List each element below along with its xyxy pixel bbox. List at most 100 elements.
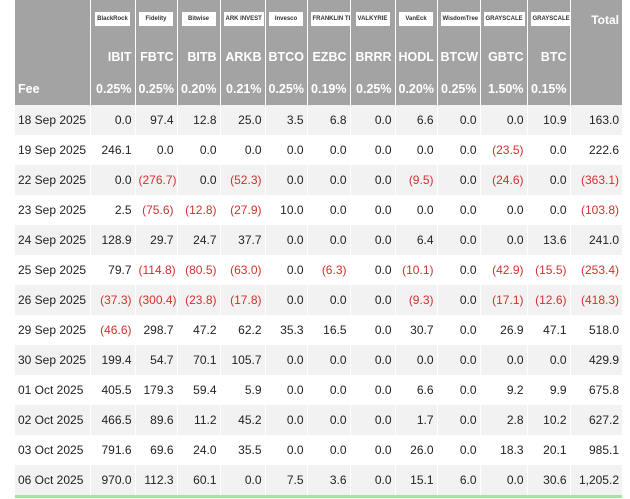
flow-value: (23.8) bbox=[176, 285, 220, 315]
flow-value: 30.7 bbox=[394, 315, 437, 345]
flow-value: 199.4 bbox=[89, 345, 135, 375]
date: 18 Sep 2025 bbox=[15, 105, 90, 135]
date: 01 Oct 2025 bbox=[18, 383, 84, 397]
fee: 0.25% bbox=[264, 73, 307, 105]
flow-value: 18.3 bbox=[479, 435, 527, 465]
total-flow: 163.0 bbox=[569, 105, 622, 135]
total-flow: (363.1) bbox=[569, 165, 622, 195]
flow-value: (37.3) bbox=[89, 285, 135, 315]
flow-value: 0.0 bbox=[264, 135, 307, 165]
data-row: 02 Oct 2025 466.5 89.6 11.2 45.2 0.0 0.0 0.0 1.7… bbox=[15, 405, 622, 435]
flow-value: 0.0 bbox=[436, 405, 480, 435]
flow-value: 0.0 bbox=[436, 165, 480, 195]
flow-value: 45.2 bbox=[219, 405, 265, 435]
ticker: EZBC bbox=[306, 40, 350, 73]
total-flow: 627.2 bbox=[569, 405, 622, 435]
fund-logo: BlackRock bbox=[95, 11, 130, 26]
data-row: 19 Sep 2025 246.1 0.0 0.0 0.0 0.0 0.0 0.0 0.0 0.0… bbox=[15, 135, 622, 165]
flow-value: 0.0 bbox=[526, 135, 570, 165]
flow-value: 0.0 bbox=[436, 435, 480, 465]
flow-value: 0.0 bbox=[436, 285, 480, 315]
data-row: 25 Sep 2025 79.7 (114.8) (80.5) (63.0) 0.0 (6.… bbox=[15, 255, 622, 285]
flow-value: 5.9 bbox=[219, 375, 265, 405]
fund-logo: GRAYSCALE bbox=[530, 11, 570, 26]
flow-value: 0.0 bbox=[526, 195, 570, 225]
total-flow: 222.6 bbox=[569, 135, 622, 165]
flow-value: 0.0 bbox=[349, 105, 395, 135]
date: 22 Sep 2025 bbox=[15, 165, 90, 195]
total-flow: (418.3) bbox=[569, 285, 622, 315]
flow-value: 0.0 bbox=[349, 405, 395, 435]
flow-value: (24.6) bbox=[479, 165, 527, 195]
logo-cell: VALKYRIE bbox=[349, 0, 395, 40]
flow-value: (17.8) bbox=[219, 285, 265, 315]
flow-value: (46.6) bbox=[89, 315, 135, 345]
flow-value: 0.0 bbox=[349, 135, 395, 165]
fund-logo: Bitwise bbox=[181, 11, 216, 26]
flow-value: 6.0 bbox=[436, 465, 480, 498]
flow-value: 0.0 bbox=[436, 255, 480, 285]
flow-value: 246.1 bbox=[89, 135, 135, 165]
fee: 1.50% bbox=[479, 73, 527, 105]
logo-cell: VanEck bbox=[394, 0, 437, 40]
flow-value: 2.8 bbox=[479, 405, 527, 435]
flow-value: 97.4 bbox=[134, 105, 177, 135]
fund-logo: ARK INVEST bbox=[223, 11, 264, 26]
flow-value: 69.6 bbox=[134, 435, 177, 465]
flow-value: 54.7 bbox=[134, 345, 177, 375]
flow-value: 0.0 bbox=[349, 195, 395, 225]
flow-value: 0.0 bbox=[306, 285, 350, 315]
flow-value: 0.0 bbox=[306, 135, 350, 165]
flow-value: 62.2 bbox=[219, 315, 265, 345]
logo-cell: BlackRock bbox=[89, 0, 135, 40]
flow-value: (15.5) bbox=[526, 255, 570, 285]
fee: 0.25% bbox=[134, 73, 177, 105]
fund-logo: FRANKLIN TEMPLETON bbox=[310, 11, 350, 26]
flow-value: 0.0 bbox=[436, 345, 480, 375]
flow-value: 0.0 bbox=[394, 345, 437, 375]
flow-value: 0.0 bbox=[349, 285, 395, 315]
flow-value: (114.8) bbox=[134, 255, 177, 285]
flow-value: 0.0 bbox=[176, 135, 220, 165]
flow-value: 0.0 bbox=[264, 405, 307, 435]
flow-value: 2.5 bbox=[89, 195, 135, 225]
flow-value: 0.0 bbox=[349, 165, 395, 195]
date: 24 Sep 2025 bbox=[15, 225, 90, 255]
flow-value: 7.5 bbox=[264, 465, 307, 498]
fee: 0.20% bbox=[176, 73, 220, 105]
flow-value: 0.0 bbox=[89, 165, 135, 195]
flow-value: (42.9) bbox=[479, 255, 527, 285]
flow-value: 0.0 bbox=[349, 255, 395, 285]
data-row: 29 Sep 2025 (46.6) 298.7 47.2 62.2 35.3 16.5 0.… bbox=[15, 315, 622, 345]
flow-value: (276.7) bbox=[134, 165, 177, 195]
logo-cell: Bitwise bbox=[176, 0, 220, 40]
fund-logo: VanEck bbox=[399, 11, 433, 26]
logo-cell: FRANKLIN TEMPLETON bbox=[306, 0, 350, 40]
date: 25 Sep 2025 bbox=[18, 263, 87, 277]
flow-value: 6.6 bbox=[394, 375, 437, 405]
flow-value: 20.1 bbox=[526, 435, 570, 465]
flow-value: 0.0 bbox=[306, 435, 350, 465]
flow-value: 47.1 bbox=[526, 315, 570, 345]
fee: 0.15% bbox=[526, 73, 570, 105]
data-row: 23 Sep 2025 2.5 (75.6) (12.8) (27.9) 10.0 0.0 0… bbox=[15, 195, 622, 225]
flow-value: 0.0 bbox=[306, 195, 350, 225]
fund-logo: Invesco bbox=[269, 11, 303, 26]
flow-value: 128.9 bbox=[89, 225, 135, 255]
empty-cell bbox=[569, 73, 622, 105]
flow-value: 3.5 bbox=[264, 105, 307, 135]
flow-value: 26.0 bbox=[394, 435, 437, 465]
flow-value: 0.0 bbox=[219, 135, 265, 165]
date: 26 Sep 2025 bbox=[15, 285, 90, 315]
flow-value: 11.2 bbox=[176, 405, 220, 435]
flow-value: 0.0 bbox=[394, 135, 437, 165]
logo-cell: Invesco bbox=[264, 0, 307, 40]
flow-value: 0.0 bbox=[436, 225, 480, 255]
fee: 0.19% bbox=[306, 73, 350, 105]
flow-value: 24.7 bbox=[176, 225, 220, 255]
flow-value: 0.0 bbox=[349, 345, 395, 375]
fee: 0.25% bbox=[349, 73, 395, 105]
total-flow: 241.0 bbox=[569, 225, 622, 255]
total-flow: 985.1 bbox=[569, 435, 622, 465]
empty-cell bbox=[15, 0, 90, 40]
